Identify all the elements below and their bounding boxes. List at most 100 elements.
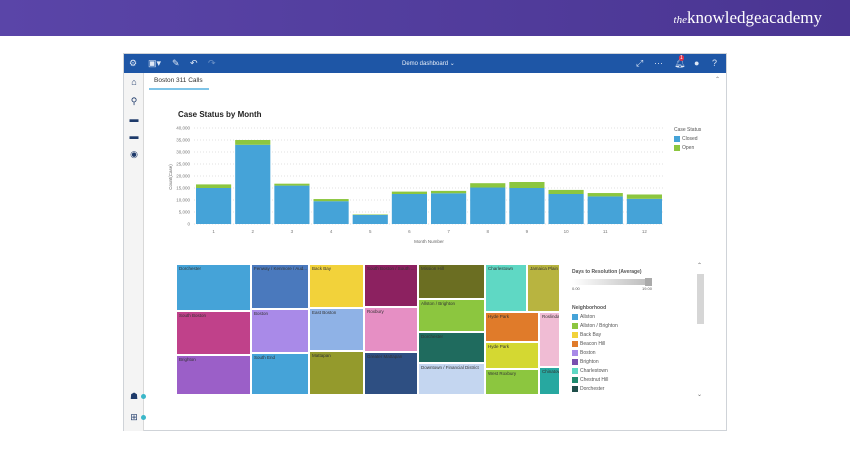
treemap-cell[interactable]: Brighton	[176, 355, 251, 395]
bar-open-month-12[interactable]	[626, 194, 662, 199]
bar-closed-month-2[interactable]	[235, 144, 271, 224]
treemap-cell[interactable]: Jamaica Plain	[527, 264, 560, 312]
bar-open-month-8[interactable]	[470, 183, 506, 188]
treemap-cell[interactable]: Dorchester	[176, 264, 251, 311]
scroll-up-icon[interactable]: ⌃	[697, 263, 703, 269]
neighborhood-legend-item[interactable]: Charlestown	[572, 368, 692, 374]
undo-icon[interactable]: ↶	[190, 58, 198, 68]
scrollbar-thumb[interactable]	[697, 274, 704, 324]
bar-open-month-4[interactable]	[313, 199, 349, 202]
neighborhood-legend-item[interactable]: Allston	[572, 314, 692, 320]
treemap-cell[interactable]: Greater Mattapan	[364, 352, 418, 395]
bar-closed-month-6[interactable]	[391, 194, 427, 224]
search-icon[interactable]: ⚲	[130, 96, 138, 106]
bar-closed-month-8[interactable]	[470, 187, 506, 224]
bar-closed-month-10[interactable]	[548, 194, 584, 224]
x-tick-label: 11	[603, 229, 608, 234]
legend-swatch	[572, 314, 578, 320]
app-switcher-icon[interactable]: ⚙	[129, 58, 138, 68]
neighborhood-legend-item[interactable]: Chestnut Hill	[572, 377, 692, 383]
treemap-cell[interactable]: Back Bay	[309, 264, 364, 308]
y-tick-label: 5,000	[179, 210, 191, 215]
treemap-cell[interactable]: Allston / Brighton	[418, 299, 485, 332]
treemap-cell[interactable]: Hyde Park	[485, 342, 539, 369]
neighborhood-legend-item[interactable]: Allston / Brighton	[572, 323, 692, 329]
neighborhood-legend-item[interactable]: Dorchester	[572, 386, 692, 392]
treemap-cell[interactable]: South Boston / South ...	[364, 264, 418, 307]
treemap-cell[interactable]: Charlestown	[485, 264, 527, 312]
collapse-chevron-icon[interactable]: ⌃	[714, 77, 720, 83]
top-toolbar: ⚙ ▣▾ ✎ ↶ ↷ Demo dashboard ⌄ ⤢ ··· 🔔︎ 1 ● …	[124, 54, 726, 73]
bar-open-month-3[interactable]	[274, 183, 310, 186]
account-icon[interactable]: ☗	[129, 391, 139, 401]
treemap-cell[interactable]: Hyde Park	[485, 312, 539, 342]
legend-scrollbar[interactable]: ⌃ ⌄	[696, 263, 705, 398]
bar-closed-month-4[interactable]	[313, 201, 349, 224]
x-tick-label: 4	[330, 229, 333, 234]
logo-prefix: the	[673, 14, 687, 26]
dashboard-title[interactable]: Demo dashboard ⌄	[402, 61, 455, 67]
neighborhood-legend-item[interactable]: Beacon Hill	[572, 341, 692, 347]
bar-open-month-7[interactable]	[431, 190, 467, 194]
bar-open-month-10[interactable]	[548, 189, 584, 194]
save-icon[interactable]: ▣▾	[148, 58, 162, 68]
treemap-cell[interactable]: Fenway / Kenmore / Aud...	[251, 264, 309, 309]
treemap-cell[interactable]: Roslindale	[539, 312, 560, 367]
legend-label: Allston / Brighton	[580, 323, 618, 329]
bar-open-month-1[interactable]	[196, 184, 232, 188]
bar-closed-month-7[interactable]	[431, 193, 467, 224]
treemap-cell[interactable]: East Boston	[309, 308, 364, 351]
legend-swatch	[572, 359, 578, 365]
team-content-icon[interactable]: ▬	[129, 131, 139, 141]
legend-label: Beacon Hill	[580, 341, 606, 347]
treemap-cell[interactable]: Dorchester	[418, 332, 485, 363]
x-tick-label: 2	[251, 229, 254, 234]
user-icon[interactable]: ●	[694, 58, 700, 68]
new-icon[interactable]: ⊞	[130, 412, 138, 422]
neighborhood-legend-item[interactable]: Back Bay	[572, 332, 692, 338]
legend-item-closed[interactable]: Closed	[674, 136, 701, 142]
neighborhood-legend-item[interactable]: Brighton	[572, 359, 692, 365]
brand-logo: theknowledgeacademy	[674, 8, 822, 28]
y-tick-label: 10,000	[176, 198, 190, 203]
notifications-icon[interactable]: 🔔︎ 1	[674, 55, 686, 68]
treemap-cell[interactable]: South End	[251, 353, 309, 395]
bar-open-month-2[interactable]	[235, 140, 271, 145]
treemap-cell[interactable]: Mattapan	[309, 351, 364, 395]
neighborhood-legend-item[interactable]: Boston	[572, 350, 692, 356]
treemap-cell[interactable]: Boston	[251, 309, 309, 353]
bar-open-month-9[interactable]	[509, 182, 545, 188]
bar-open-month-6[interactable]	[391, 191, 427, 194]
scroll-down-icon[interactable]: ⌄	[697, 392, 703, 398]
bar-closed-month-1[interactable]	[196, 188, 232, 224]
treemap-cell[interactable]: West Roxbury	[485, 369, 539, 395]
legend-label: Back Bay	[580, 332, 602, 338]
treemap-cell[interactable]: Downtown / Financial District	[418, 363, 485, 395]
help-icon[interactable]: ?	[712, 58, 718, 68]
treemap-cell[interactable]: Chinatown	[539, 367, 560, 395]
recent-icon[interactable]: ◉	[130, 149, 138, 159]
tab-boston-311-calls[interactable]: Boston 311 Calls	[154, 77, 203, 84]
treemap-cell[interactable]: Mission Hill	[418, 264, 485, 299]
legend-label: Boston	[580, 350, 596, 356]
gradient-handle[interactable]	[645, 278, 652, 286]
redo-icon[interactable]: ↷	[208, 58, 216, 68]
more-icon[interactable]: ···	[654, 58, 663, 68]
new-status-dot	[141, 415, 146, 420]
bar-closed-month-12[interactable]	[626, 198, 662, 224]
edit-pencil-icon[interactable]: ✎	[172, 58, 180, 68]
bar-open-month-11[interactable]	[587, 193, 623, 197]
bar-closed-month-3[interactable]	[274, 185, 310, 224]
home-icon[interactable]: ⌂	[131, 77, 137, 87]
bar-closed-month-5[interactable]	[352, 214, 388, 224]
gradient-bar[interactable]	[572, 278, 652, 286]
fullscreen-icon[interactable]: ⤢	[636, 58, 644, 68]
my-content-icon[interactable]: ▬	[129, 114, 139, 124]
treemap-cell[interactable]: South Boston	[176, 311, 251, 355]
bar-closed-month-11[interactable]	[587, 196, 623, 224]
legend-swatch	[572, 350, 578, 356]
bar-closed-month-9[interactable]	[509, 188, 545, 224]
treemap-cell[interactable]: Roxbury	[364, 307, 418, 352]
legend-swatch	[674, 145, 680, 151]
legend-item-open[interactable]: Open	[674, 145, 701, 151]
